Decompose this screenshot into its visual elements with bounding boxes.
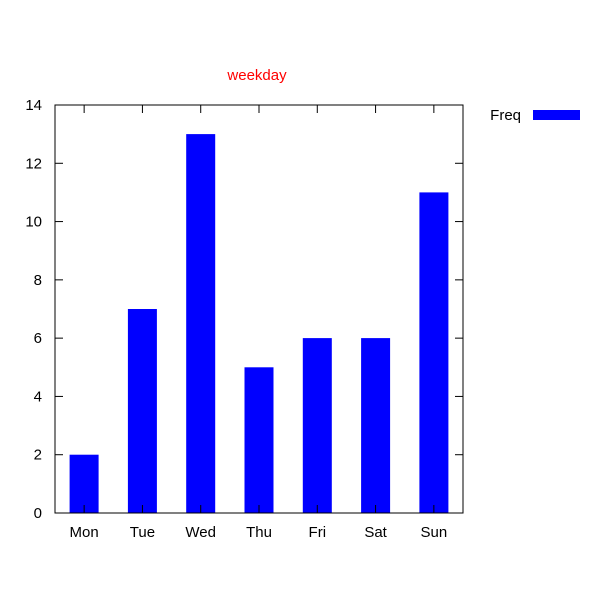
y-tick-label: 4 [34,388,42,405]
x-tick-label: Thu [246,524,272,541]
x-tick-label: Sun [421,524,448,541]
y-tick-label: 8 [34,272,42,289]
legend: Freq [490,107,580,124]
bar-wed [186,134,216,513]
plot-area: 0 2 4 6 8 10 12 14 Mon Tue Wed Thu Fri Sat Sun [25,97,464,541]
x-tick-label: Wed [185,524,216,541]
bar-sat [361,338,391,513]
y-tick-label: 2 [34,447,42,464]
x-tick-label: Sat [364,524,387,541]
legend-swatch-freq [533,110,580,120]
bar-sun [419,192,449,513]
y-tick-label: 10 [25,214,42,231]
bar-thu [244,367,274,513]
chart-title: weekday [226,67,287,84]
y-tick-label: 14 [25,97,42,114]
x-tick-label: Tue [130,524,155,541]
y-tick-label: 6 [34,330,42,347]
y-tick-label: 0 [34,505,42,522]
y-tick-label: 12 [25,155,42,172]
bar-fri [302,338,332,513]
x-tick-label: Fri [309,524,327,541]
bar-mon [69,454,99,513]
bar-tue [127,309,157,513]
x-tick-label: Mon [70,524,99,541]
legend-label-freq: Freq [490,107,521,124]
